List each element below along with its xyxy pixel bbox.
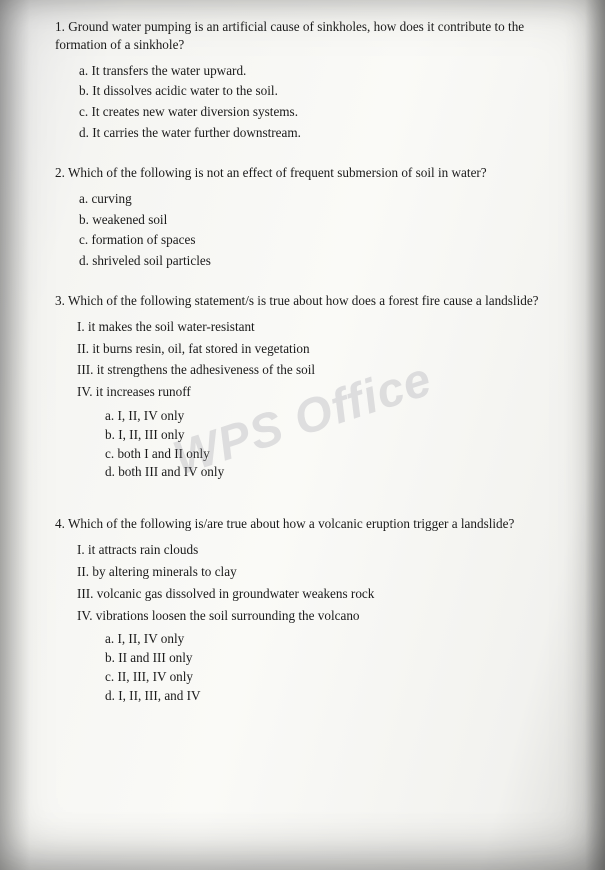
q4-statement-1: I. it attracts rain clouds [77, 541, 565, 559]
question-1-number: 1. [55, 19, 65, 34]
question-3-body: Which of the following statement/s is tr… [68, 293, 539, 308]
q1-option-a: a. It transfers the water upward. [79, 62, 565, 80]
question-3-options: a. I, II, IV only b. I, II, III only c. … [55, 407, 565, 481]
q3-option-b: b. I, II, III only [105, 426, 565, 444]
question-3-text: 3. Which of the following statement/s is… [55, 292, 565, 310]
q4-option-a: a. I, II, IV only [105, 630, 565, 648]
q1-option-b: b. It dissolves acidic water to the soil… [79, 82, 565, 100]
q4-statement-4: IV. vibrations loosen the soil surroundi… [77, 607, 565, 625]
q2-option-d: d. shriveled soil particles [79, 252, 565, 270]
q4-option-b: b. II and III only [105, 649, 565, 667]
question-4: 4. Which of the following is/are true ab… [55, 515, 565, 704]
q4-statement-2: II. by altering minerals to clay [77, 563, 565, 581]
q3-statement-1: I. it makes the soil water-resistant [77, 318, 565, 336]
q1-option-c: c. It creates new water diversion system… [79, 103, 565, 121]
q3-statement-4: IV. it increases runoff [77, 383, 565, 401]
question-1-options: a. It transfers the water upward. b. It … [55, 62, 565, 142]
question-4-text: 4. Which of the following is/are true ab… [55, 515, 565, 533]
question-2-text: 2. Which of the following is not an effe… [55, 164, 565, 182]
question-2-options: a. curving b. weakened soil c. formation… [55, 190, 565, 270]
q2-option-b: b. weakened soil [79, 211, 565, 229]
question-2: 2. Which of the following is not an effe… [55, 164, 565, 270]
question-2-body: Which of the following is not an effect … [68, 165, 487, 180]
question-1-body: Ground water pumping is an artificial ca… [55, 19, 524, 52]
q4-option-c: c. II, III, IV only [105, 668, 565, 686]
question-3: 3. Which of the following statement/s is… [55, 292, 565, 481]
q2-option-a: a. curving [79, 190, 565, 208]
q3-option-d: d. both III and IV only [105, 463, 565, 481]
document-page: WPS Office 1. Ground water pumping is an… [0, 0, 605, 870]
q3-statement-3: III. it strengthens the adhesiveness of … [77, 361, 565, 379]
q1-option-d: d. It carries the water further downstre… [79, 124, 565, 142]
q4-option-d: d. I, II, III, and IV [105, 687, 565, 705]
question-1: 1. Ground water pumping is an artificial… [55, 18, 565, 142]
question-2-number: 2. [55, 165, 65, 180]
question-4-body: Which of the following is/are true about… [68, 516, 514, 531]
question-4-statements: I. it attracts rain clouds II. by alteri… [55, 541, 565, 624]
q2-option-c: c. formation of spaces [79, 231, 565, 249]
question-3-number: 3. [55, 293, 65, 308]
q3-option-a: a. I, II, IV only [105, 407, 565, 425]
q3-statement-2: II. it burns resin, oil, fat stored in v… [77, 340, 565, 358]
q4-statement-3: III. volcanic gas dissolved in groundwat… [77, 585, 565, 603]
q3-option-c: c. both I and II only [105, 445, 565, 463]
question-1-text: 1. Ground water pumping is an artificial… [55, 18, 565, 54]
question-4-options: a. I, II, IV only b. II and III only c. … [55, 630, 565, 704]
question-3-statements: I. it makes the soil water-resistant II.… [55, 318, 565, 401]
question-4-number: 4. [55, 516, 65, 531]
